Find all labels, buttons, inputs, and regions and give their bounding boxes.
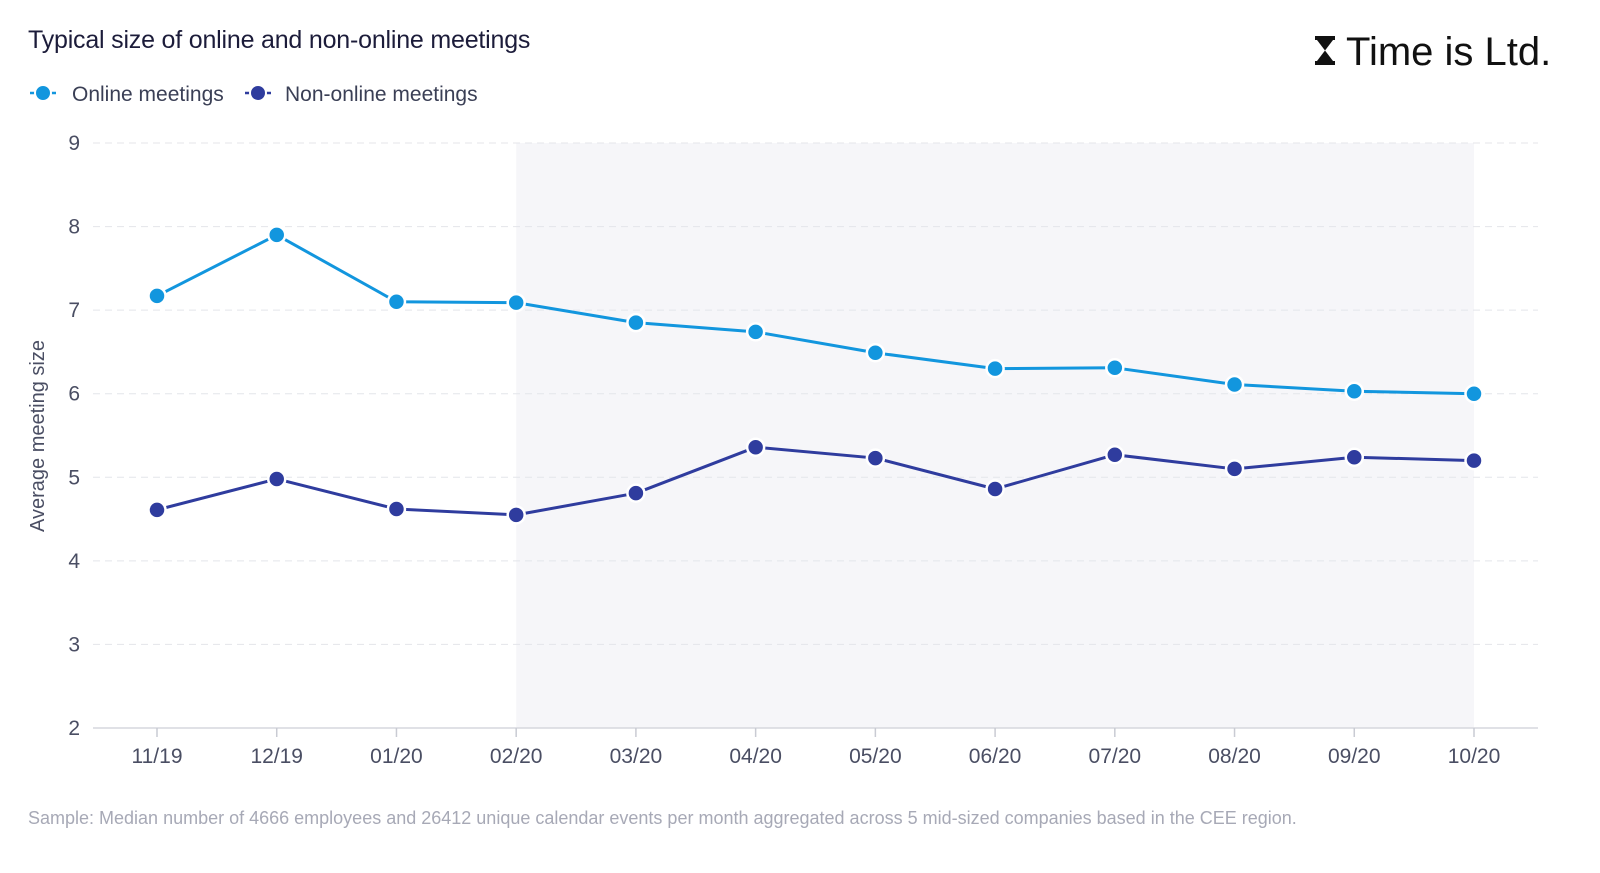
data-point-non-online xyxy=(745,437,766,457)
y-tick-label: 7 xyxy=(68,299,80,322)
plot-area: 2 3 4 5 6 7 8 9 11/19 12/19 01/20 02/20 03/20 04/20 05… xyxy=(68,132,1538,768)
x-tick-label: 03/20 xyxy=(610,745,663,768)
x-tick-label: 09/20 xyxy=(1328,745,1381,768)
data-point-non-online xyxy=(506,505,526,525)
data-point-non-online xyxy=(865,448,886,468)
x-tick-label: 11/19 xyxy=(132,745,183,768)
data-point-online xyxy=(985,358,1005,379)
data-point-online xyxy=(745,322,766,342)
x-tick-label: 10/20 xyxy=(1448,745,1501,768)
legend-marker-online xyxy=(34,84,52,102)
y-tick-label: 5 xyxy=(68,466,80,489)
y-tick-label: 6 xyxy=(68,383,80,406)
legend-item-online[interactable]: Online meetings xyxy=(30,83,224,106)
y-tick-label: 8 xyxy=(68,216,80,239)
x-tick-label: 06/20 xyxy=(969,745,1022,768)
x-tick-label: 01/20 xyxy=(370,745,423,768)
shaded-region xyxy=(516,143,1474,728)
x-tick-label: 02/20 xyxy=(490,745,543,768)
data-point-non-online xyxy=(386,499,407,519)
y-axis-title: Average meeting size xyxy=(27,340,49,532)
data-point-non-online xyxy=(1464,450,1484,471)
legend-marker-non-online xyxy=(249,84,267,102)
series-line-online xyxy=(155,233,1476,396)
data-point-online xyxy=(1105,358,1125,378)
data-point-non-online xyxy=(985,479,1005,499)
legend-item-non-online[interactable]: Non-online meetings xyxy=(245,83,478,106)
data-point-non-online xyxy=(1105,444,1125,465)
data-point-online xyxy=(1344,381,1365,401)
footnote: Sample: Median number of 4666 employees … xyxy=(28,808,1297,828)
x-tick-label: 04/20 xyxy=(729,745,782,768)
x-tick-label: 12/19 xyxy=(250,745,303,768)
data-point-non-online xyxy=(1224,459,1245,479)
data-point-non-online xyxy=(147,500,167,520)
y-tick-label: 3 xyxy=(68,633,80,656)
data-point-online xyxy=(1224,374,1245,395)
data-point-online xyxy=(147,286,167,306)
x-tick-label: 05/20 xyxy=(849,745,902,768)
brand-logo: Time is Ltd. xyxy=(1315,30,1551,74)
x-tick-label: 07/20 xyxy=(1089,745,1142,768)
series-line-non-online xyxy=(155,445,1476,517)
data-point-online xyxy=(266,225,287,245)
data-point-online xyxy=(506,292,526,313)
data-point-non-online xyxy=(1344,447,1365,467)
brand-name: Time is Ltd. xyxy=(1346,30,1551,74)
y-tick-label: 2 xyxy=(68,717,80,740)
legend-label-non-online: Non-online meetings xyxy=(285,83,478,106)
y-tick-label: 4 xyxy=(68,550,80,573)
data-point-non-online xyxy=(266,469,287,489)
data-point-online xyxy=(386,292,407,312)
data-point-online xyxy=(626,312,646,333)
hourglass-icon xyxy=(1315,36,1335,65)
legend-label-online: Online meetings xyxy=(72,83,224,106)
chart-title: Typical size of online and non-online me… xyxy=(28,26,530,54)
y-tick-label: 9 xyxy=(68,132,80,155)
legend: Online meetings Non-online meetings xyxy=(30,83,478,106)
x-tick-label: 08/20 xyxy=(1208,745,1261,768)
data-point-online xyxy=(1464,383,1484,404)
data-point-online xyxy=(865,343,886,363)
data-point-non-online xyxy=(626,483,646,503)
